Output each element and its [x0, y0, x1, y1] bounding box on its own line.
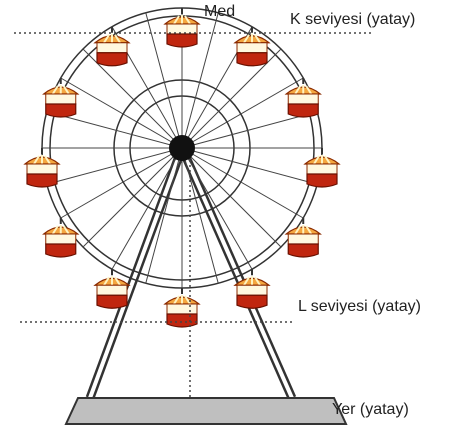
gondola — [165, 8, 199, 47]
gondola-window — [288, 234, 318, 244]
gondola — [286, 218, 320, 257]
ground-label: Yer (yatay) — [332, 401, 409, 418]
gondola-window — [288, 94, 318, 104]
gondola-body — [288, 244, 318, 257]
gondola-window — [46, 234, 76, 244]
gondola — [286, 78, 320, 117]
gondola-window — [46, 94, 76, 104]
gondola — [25, 148, 59, 187]
gondola-body — [307, 174, 337, 187]
l-level-label: L seviyesi (yatay) — [298, 298, 421, 315]
gondola-body — [27, 174, 57, 187]
hub — [169, 135, 195, 161]
gondola-window — [167, 24, 197, 34]
leg-inner — [90, 148, 182, 398]
gondola-body — [46, 244, 76, 257]
gondola-body — [97, 295, 127, 308]
ground-base — [66, 398, 346, 424]
gondola-window — [97, 43, 127, 53]
gondola-window — [237, 285, 267, 295]
wheel-structure — [25, 8, 339, 398]
top-label: Med — [204, 3, 235, 20]
gondola — [305, 148, 339, 187]
gondola-body — [237, 295, 267, 308]
k-level-label: K seviyesi (yatay) — [290, 11, 415, 28]
gondola-body — [97, 53, 127, 66]
gondola-body — [167, 34, 197, 47]
spoke — [61, 78, 182, 148]
gondola — [44, 218, 78, 257]
gondola-window — [97, 285, 127, 295]
gondola-window — [27, 164, 57, 174]
gondola-body — [237, 53, 267, 66]
spoke — [182, 148, 252, 269]
leg-inner — [182, 148, 292, 398]
ferris-wheel-diagram: Med K seviyesi (yatay) L seviyesi (yatay… — [0, 0, 471, 432]
gondola-window — [167, 304, 197, 314]
spoke — [182, 78, 303, 148]
gondola-window — [307, 164, 337, 174]
gondola — [44, 78, 78, 117]
gondola-body — [167, 314, 197, 327]
gondola-body — [46, 104, 76, 117]
gondola-window — [237, 43, 267, 53]
gondola-body — [288, 104, 318, 117]
gondola — [165, 288, 199, 327]
